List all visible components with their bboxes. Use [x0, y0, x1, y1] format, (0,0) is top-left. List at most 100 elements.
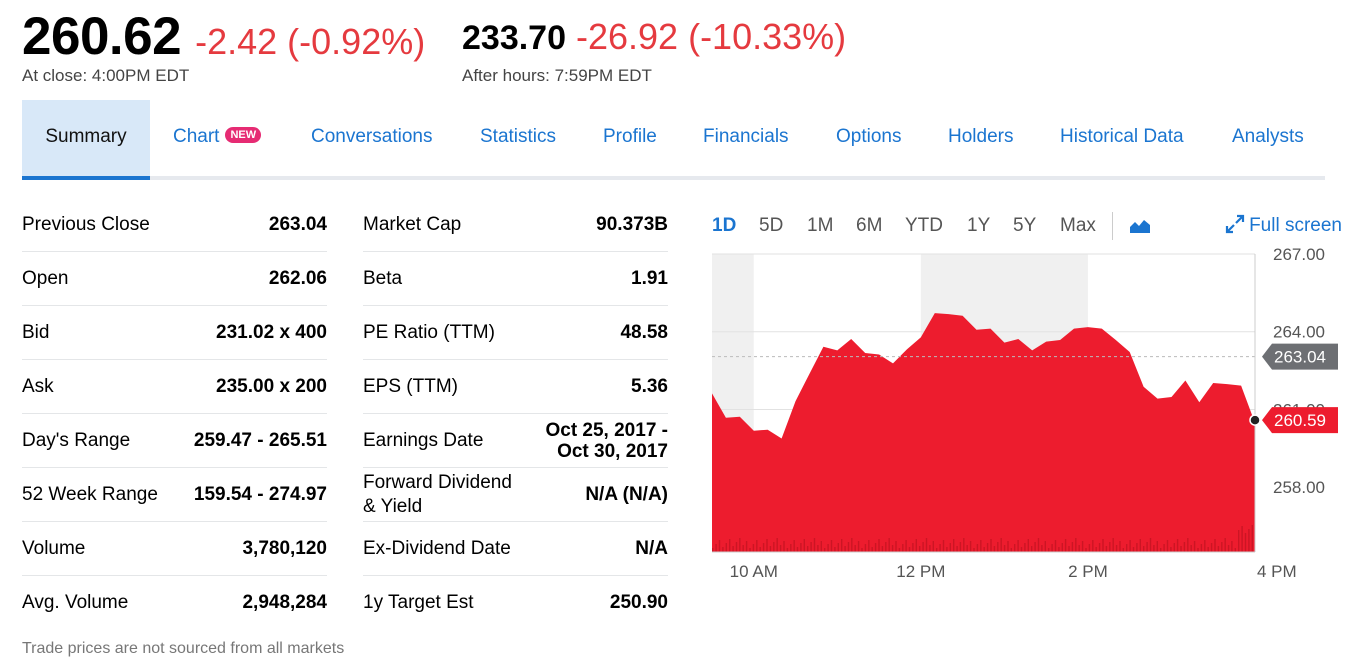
volume-bar	[1014, 544, 1016, 552]
tab-conversations[interactable]: Conversations	[311, 100, 432, 176]
volume-bar	[891, 545, 894, 552]
volume-bar	[1176, 539, 1179, 552]
volume-bar	[922, 542, 924, 552]
volume-bar	[1058, 547, 1060, 552]
volume-bar	[1217, 546, 1220, 552]
volume-bar	[973, 548, 975, 552]
volume-bar	[1078, 545, 1080, 552]
stat-label: Ex-Dividend Date	[363, 521, 531, 576]
volume-bar	[1034, 542, 1036, 552]
volume-bar	[1027, 539, 1029, 552]
volume-bar	[1248, 529, 1250, 552]
volume-bar	[1234, 548, 1236, 552]
tab-chart-label: Chart	[173, 126, 220, 147]
range-ytd-button[interactable]: YTD	[905, 215, 943, 236]
volume-bar	[837, 543, 839, 552]
last-price-tag	[1262, 407, 1338, 434]
range-max-button[interactable]: Max	[1060, 215, 1096, 236]
volume-bar	[857, 541, 860, 552]
range-1m-button[interactable]: 1M	[807, 215, 834, 236]
stat-value: 1.91	[530, 251, 668, 306]
volume-bar	[1153, 545, 1155, 552]
volume-bar	[786, 548, 789, 552]
volume-bar	[735, 542, 738, 552]
volume-bar	[1085, 548, 1087, 552]
volume-bar	[939, 544, 941, 552]
volume-bar	[1180, 546, 1182, 552]
table-row: PE Ratio (TTM) 48.58	[363, 305, 668, 360]
volume-bar	[959, 542, 962, 552]
tab-financials[interactable]: Financials	[703, 100, 789, 176]
tab-summary[interactable]: Summary	[22, 100, 150, 180]
stat-value: 5.36	[530, 359, 668, 414]
tab-historical-data[interactable]: Historical Data	[1060, 100, 1184, 176]
volume-bar	[949, 543, 951, 552]
tab-chart[interactable]: Chart NEW	[173, 100, 262, 176]
previous-close-tag	[1262, 343, 1338, 370]
volume-bar	[1024, 543, 1026, 552]
volume-bar	[898, 548, 901, 552]
volume-bar	[729, 539, 731, 552]
earnings-date-start: Oct 25, 2017 -	[545, 419, 668, 441]
volume-bar	[779, 545, 782, 552]
volume-bar	[851, 538, 853, 552]
volume-bar	[718, 540, 721, 552]
stat-value: 48.58	[530, 305, 668, 360]
table-row: Earnings Date Oct 25, 2017 - Oct 30, 201…	[363, 413, 668, 468]
tab-options[interactable]: Options	[836, 100, 901, 176]
volume-bar	[813, 538, 816, 552]
stat-label: Day's Range	[22, 413, 177, 468]
tab-analysts[interactable]: Analysts	[1232, 100, 1304, 176]
volume-bar	[1227, 545, 1230, 552]
range-1d-button[interactable]: 1D	[712, 215, 737, 236]
volume-bar	[861, 548, 863, 552]
volume-bar	[745, 541, 748, 552]
x-tick-label: 10 AM	[730, 562, 778, 581]
tab-analysts-label: Analysts	[1232, 126, 1304, 147]
volume-bar	[742, 545, 744, 552]
stat-label: EPS (TTM)	[363, 359, 531, 414]
stat-value: 231.02 x 400	[176, 305, 327, 360]
volume-bar	[1095, 547, 1097, 552]
volume-bar	[1221, 542, 1223, 552]
quote-nav-tabs: Summary Chart NEW Conversations Statistic…	[22, 100, 1325, 180]
tab-profile[interactable]: Profile	[603, 100, 657, 176]
volume-bar	[1132, 547, 1135, 552]
range-6m-button[interactable]: 6M	[856, 215, 883, 236]
stat-value: N/A	[530, 521, 668, 576]
volume-bar	[773, 542, 775, 552]
volume-bar	[766, 539, 768, 552]
volume-bar	[1126, 544, 1128, 552]
table-row: 52 Week Range 159.54 - 274.97	[22, 467, 327, 522]
after-hours-quote: 233.70 -26.92 (-10.33%) After hours: 7:59…	[462, 16, 846, 85]
last-price-dot	[1249, 414, 1261, 426]
after-hours-price: 233.70	[462, 19, 566, 57]
volume-bar	[739, 538, 741, 552]
x-tick-label: 12 PM	[896, 562, 945, 581]
volume-bar	[1044, 541, 1046, 552]
volume-bar	[722, 547, 724, 552]
volume-bar	[997, 542, 999, 552]
range-5d-button[interactable]: 5D	[759, 215, 784, 236]
volume-bar	[1075, 538, 1077, 552]
table-row: Previous Close 263.04	[22, 198, 327, 252]
volume-bar	[983, 547, 985, 552]
tab-statistics[interactable]: Statistics	[480, 100, 556, 176]
volume-bar	[1003, 545, 1006, 552]
tab-options-label: Options	[836, 126, 902, 147]
volume-bar	[963, 538, 965, 552]
volume-bar	[776, 538, 778, 552]
last-price-tag-label: 260.59	[1274, 411, 1326, 430]
range-5y-button[interactable]: 5Y	[1013, 215, 1037, 236]
mountain-chart-icon[interactable]	[1129, 216, 1151, 234]
stat-label: Market Cap	[363, 198, 531, 252]
volume-bar	[871, 547, 873, 552]
range-1y-button[interactable]: 1Y	[967, 215, 991, 236]
volume-bar	[841, 539, 843, 552]
earnings-date-value: Oct 25, 2017 - Oct 30, 2017	[530, 413, 668, 468]
x-tick-label: 4 PM	[1257, 562, 1297, 581]
full-screen-button[interactable]: Full screen	[1225, 210, 1342, 242]
tab-holders[interactable]: Holders	[948, 100, 1013, 176]
expand-arrows-icon	[1225, 214, 1245, 234]
